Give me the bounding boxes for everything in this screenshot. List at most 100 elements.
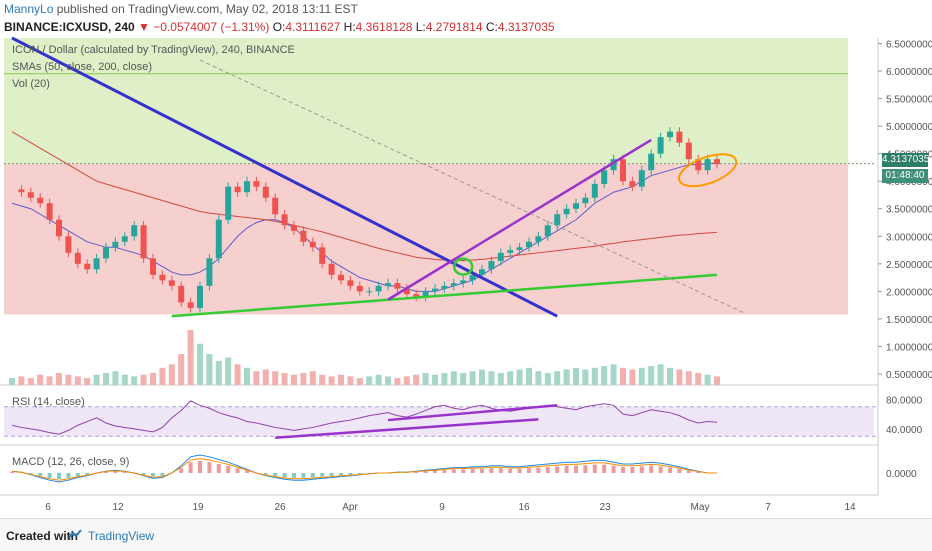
x-tick-label: 12 (112, 502, 124, 513)
volume-bar (356, 378, 363, 385)
price-tick-label: 6.0000000 (886, 67, 932, 78)
footer-bar: Created with TradingView (0, 518, 932, 551)
candle-body (714, 159, 720, 165)
volume-bar (215, 360, 222, 385)
orange-ellipse (678, 153, 738, 188)
volume-bar (676, 369, 683, 385)
volume-bar (413, 374, 420, 385)
candle-body (573, 203, 579, 209)
candle-body (629, 181, 636, 187)
candle-body (648, 153, 655, 171)
macd-histogram-bar (104, 471, 108, 473)
candle-body (432, 288, 438, 292)
candle-body (131, 225, 138, 237)
volume-bar (488, 371, 495, 385)
candle-body (394, 283, 401, 289)
candle-body (403, 288, 410, 295)
macd-histogram-bar (461, 469, 466, 473)
volume-bar (657, 364, 664, 385)
candle-body (168, 280, 175, 286)
macd-histogram-bar (198, 461, 202, 473)
rsi-line (11, 400, 718, 435)
candle-body (375, 285, 382, 292)
publish-text: published on TradingView.com, May 02, 20… (53, 2, 358, 16)
high-label: H: (343, 20, 356, 34)
x-tick-label: May (691, 502, 710, 513)
price-tick-label: 5.5000000 (886, 95, 932, 106)
volume-bar (27, 378, 34, 385)
volume-bar (704, 374, 711, 385)
volume-bar (441, 372, 448, 385)
rsi-tick-label: 40.0000 (886, 425, 923, 436)
close-label: C: (485, 20, 498, 34)
candle-body (591, 183, 598, 198)
macd-histogram-bar (151, 473, 155, 477)
macd-histogram-bar (555, 466, 560, 473)
macd-histogram-bar (508, 468, 513, 473)
macd-histogram-bar (574, 465, 578, 473)
candle-body (676, 131, 683, 143)
candle-body (347, 280, 354, 286)
candle-body (187, 302, 194, 308)
volume-bar (56, 372, 62, 385)
macd-histogram-bar (658, 466, 663, 473)
candle-body (27, 192, 34, 198)
volume-bar (18, 376, 25, 385)
candle-body (272, 197, 279, 215)
sma50-line (11, 162, 718, 292)
macd-histogram-bar (122, 471, 127, 473)
volume-bar (9, 378, 15, 385)
current-price-tag: 4.3137035 (882, 153, 930, 167)
volume-bar (610, 364, 617, 385)
volume-bar (37, 374, 44, 385)
candle-body (695, 159, 702, 171)
macd-tick-label: 0.0000 (886, 469, 917, 480)
sma200-line (11, 131, 718, 262)
candle-body (544, 225, 551, 237)
vol-legend: Vol (20) (12, 78, 50, 90)
x-tick-label: 16 (518, 502, 530, 513)
author-link[interactable]: MannyLo (4, 2, 54, 16)
macd-histogram-bar (141, 473, 146, 475)
volume-bar (695, 372, 702, 385)
candle-body (535, 236, 542, 242)
macd-histogram-bar (66, 473, 71, 478)
candle-body (667, 131, 673, 138)
volume-bar (272, 371, 279, 385)
volume-bar (394, 378, 401, 385)
tradingview-brand-link[interactable]: TradingView (88, 529, 155, 543)
volume-bar (526, 367, 532, 385)
candle-body (601, 170, 608, 184)
volume-bar (591, 367, 598, 385)
candle-body (291, 225, 297, 231)
x-tick-label: Apr (342, 502, 358, 513)
x-tick-label: 26 (274, 502, 286, 513)
volume-bar (74, 376, 81, 385)
candle-body (178, 285, 185, 303)
symbol-label: BINANCE:ICXUSD, 240 (4, 20, 135, 34)
macd-histogram-bar (639, 466, 644, 473)
price-tick-label: 3.0000000 (886, 232, 932, 243)
macd-histogram-bar (668, 467, 672, 473)
candle-body (300, 230, 307, 242)
rsi-legend: RSI (14, close) (12, 396, 85, 408)
candle-body (497, 252, 504, 262)
volume-bar (403, 376, 410, 385)
candle-body (159, 274, 166, 281)
macd-histogram-bar (28, 473, 33, 475)
macd-histogram-bar (564, 465, 569, 473)
chart-canvas[interactable]: 6.50000006.00000005.50000005.00000004.50… (0, 0, 932, 518)
change-label: ▼ −0.0574007 (−1.31%) (138, 20, 270, 34)
price-tick-label: 3.5000000 (886, 205, 932, 216)
candle-body (582, 197, 589, 204)
volume-bar (582, 369, 589, 385)
macd-histogram-bar (536, 467, 541, 473)
macd-histogram-bar (470, 468, 475, 473)
macd-histogram-bar (47, 473, 52, 478)
price-tick-label: 1.5000000 (886, 315, 932, 326)
candle-body (526, 241, 532, 248)
macd-histogram-bar (329, 473, 334, 476)
macd-histogram-bar (442, 470, 447, 473)
candle-body (356, 285, 363, 292)
candle-body (554, 214, 561, 226)
